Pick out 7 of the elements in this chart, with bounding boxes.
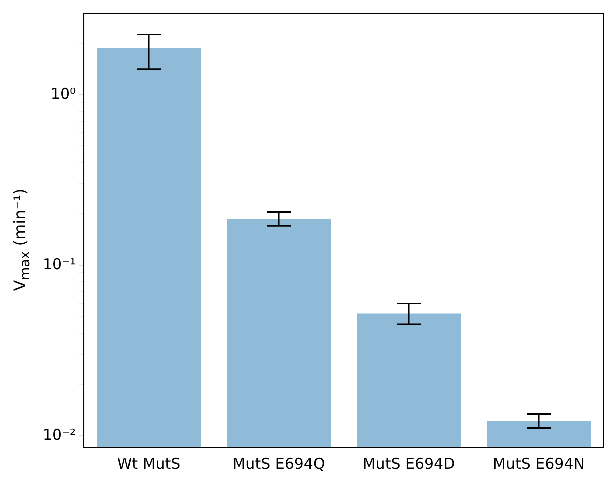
x-tick-label: MutS E694N (493, 454, 585, 473)
y-tick-label: 10⁰ (50, 84, 76, 103)
x-tick-label: MutS E694Q (232, 454, 326, 473)
x-tick-label: MutS E694D (362, 454, 456, 473)
x-tick-label: Wt MutS (117, 454, 181, 473)
y-tick-label: 10⁻² (42, 426, 76, 444)
y-tick-label: 10⁻¹ (42, 255, 76, 274)
